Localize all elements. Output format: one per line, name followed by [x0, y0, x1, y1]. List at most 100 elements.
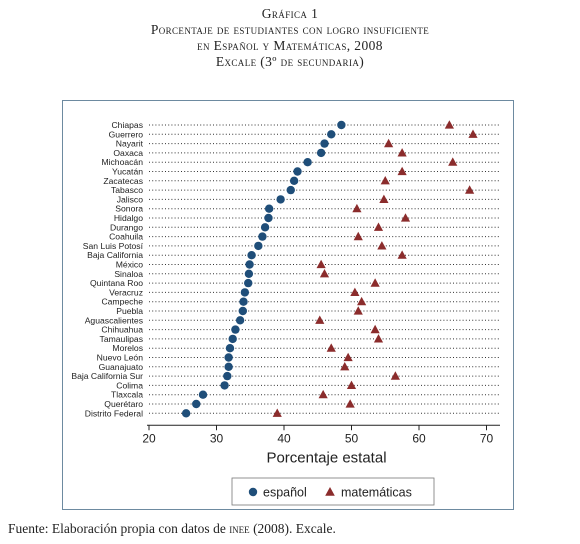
- legend-matematicas-label: matemáticas: [341, 486, 412, 500]
- matematicas-point: [357, 296, 367, 306]
- category-label: Durango: [110, 222, 143, 232]
- espanol-point: [238, 306, 248, 316]
- matematicas-point: [340, 362, 350, 371]
- espanol-point: [181, 409, 191, 418]
- category-label: Guerrero: [109, 129, 144, 139]
- matematicas-point: [370, 278, 380, 287]
- matematicas-point: [315, 315, 325, 324]
- figure-title-line1: Porcentaje de estudiantes con logro insu…: [150, 22, 430, 37]
- category-label: Morelos: [112, 343, 143, 353]
- matematicas-point: [319, 269, 330, 278]
- matematicas-point: [326, 343, 336, 352]
- category-label: Quintana Roo: [90, 278, 143, 288]
- x-tick-label: 30: [210, 431, 224, 445]
- category-label: Nuevo León: [97, 353, 144, 363]
- figure-title-block: Gráfica 1 Porcentaje de estudiantes con …: [0, 6, 580, 70]
- espanol-point: [303, 158, 312, 167]
- legend-matematicas-marker: [325, 487, 335, 496]
- category-label: Chiapas: [111, 120, 143, 130]
- matematicas-point: [373, 334, 384, 343]
- espanol-point: [240, 288, 250, 297]
- matematicas-point: [380, 176, 390, 185]
- category-label: México: [116, 260, 143, 270]
- matematicas-point: [343, 352, 353, 362]
- category-label: Chihuahua: [101, 325, 143, 335]
- category-label: Jalisco: [117, 194, 143, 204]
- category-label: Zacatecas: [103, 176, 143, 186]
- source-suffix: (2008). Excale.: [249, 521, 336, 536]
- matematicas-point: [272, 408, 282, 417]
- espanol-point: [293, 167, 302, 176]
- espanol-point: [244, 269, 254, 278]
- x-tick-label: 20: [142, 431, 156, 445]
- matematicas-point: [444, 120, 454, 129]
- matematicas-point: [352, 203, 362, 213]
- espanol-point: [286, 185, 295, 195]
- x-tick-label: 50: [345, 431, 359, 445]
- matematicas-point: [350, 287, 360, 296]
- matematicas-point: [379, 194, 389, 203]
- figure-title-line3: Excale (3º de secundaria): [215, 54, 365, 69]
- espanol-point: [235, 316, 245, 325]
- category-label: Colima: [116, 380, 143, 390]
- matematicas-point: [397, 148, 407, 157]
- matematicas-point: [370, 324, 380, 334]
- espanol-point: [192, 399, 201, 409]
- espanol-point: [228, 334, 237, 344]
- category-label: Nayarit: [116, 139, 144, 149]
- espanol-point: [245, 260, 254, 269]
- matematicas-point: [400, 213, 411, 222]
- espanol-point: [276, 195, 285, 204]
- x-tick-label: 70: [480, 431, 494, 445]
- espanol-point: [264, 204, 274, 213]
- category-label: Michoacán: [101, 157, 143, 167]
- matematicas-point: [397, 250, 407, 259]
- category-label: Yucatán: [112, 167, 143, 177]
- category-label: San Luis Potosí: [83, 241, 144, 251]
- matematicas-point: [373, 222, 384, 231]
- category-label: Baja California: [87, 250, 143, 260]
- matematicas-point: [345, 399, 355, 408]
- category-label: Oaxaca: [113, 148, 143, 158]
- espanol-point: [264, 213, 273, 223]
- espanol-point: [289, 176, 299, 185]
- matematicas-point: [448, 157, 458, 166]
- matematicas-point: [353, 231, 363, 241]
- espanol-point: [320, 139, 329, 148]
- espanol-point: [244, 278, 253, 288]
- source-org: inee: [229, 521, 250, 536]
- espanol-point: [220, 381, 229, 390]
- matematicas-point: [397, 166, 407, 176]
- espanol-point: [224, 362, 233, 371]
- espanol-point: [198, 390, 208, 399]
- category-label: Hidalgo: [114, 213, 143, 223]
- espanol-point: [258, 232, 267, 241]
- espanol-point: [260, 223, 270, 232]
- espanol-point: [224, 353, 233, 362]
- matematicas-point: [465, 185, 475, 194]
- legend-espanol-label: español: [263, 486, 307, 500]
- espanol-point: [316, 148, 326, 158]
- figure-title-line2: en Español y Matemáticas, 2008: [197, 38, 383, 53]
- legend-espanol-marker: [248, 487, 258, 497]
- category-label: Aguascalientes: [85, 315, 143, 325]
- espanol-point: [337, 120, 346, 130]
- matematicas-point: [353, 306, 363, 315]
- category-label: Tlaxcala: [111, 390, 143, 400]
- category-label: Veracruz: [109, 287, 143, 297]
- figure-label: Gráfica 1: [261, 6, 319, 21]
- category-label: Guanajuato: [99, 362, 144, 372]
- source-prefix: Fuente: Elaboración propia con datos de: [8, 521, 230, 536]
- espanol-point: [254, 241, 263, 251]
- source-note: Fuente: Elaboración propia con datos de …: [8, 521, 336, 537]
- matematicas-point: [384, 138, 394, 148]
- legend-box: [231, 477, 435, 506]
- x-tick-label: 60: [412, 431, 426, 445]
- matematicas-point: [346, 380, 357, 389]
- category-label: Querétaro: [104, 399, 143, 409]
- category-label: Tamaulipas: [100, 334, 143, 344]
- espanol-point: [231, 325, 240, 334]
- category-label: Puebla: [116, 306, 143, 316]
- x-tick-label: 40: [277, 431, 291, 445]
